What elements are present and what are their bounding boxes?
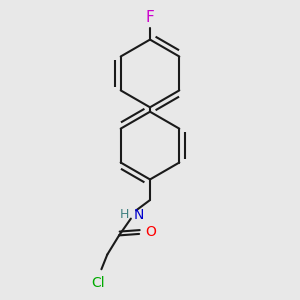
- Text: Cl: Cl: [91, 276, 104, 290]
- Text: H: H: [120, 208, 129, 221]
- Text: O: O: [146, 225, 157, 238]
- Text: F: F: [146, 10, 154, 25]
- Text: N: N: [133, 208, 144, 222]
